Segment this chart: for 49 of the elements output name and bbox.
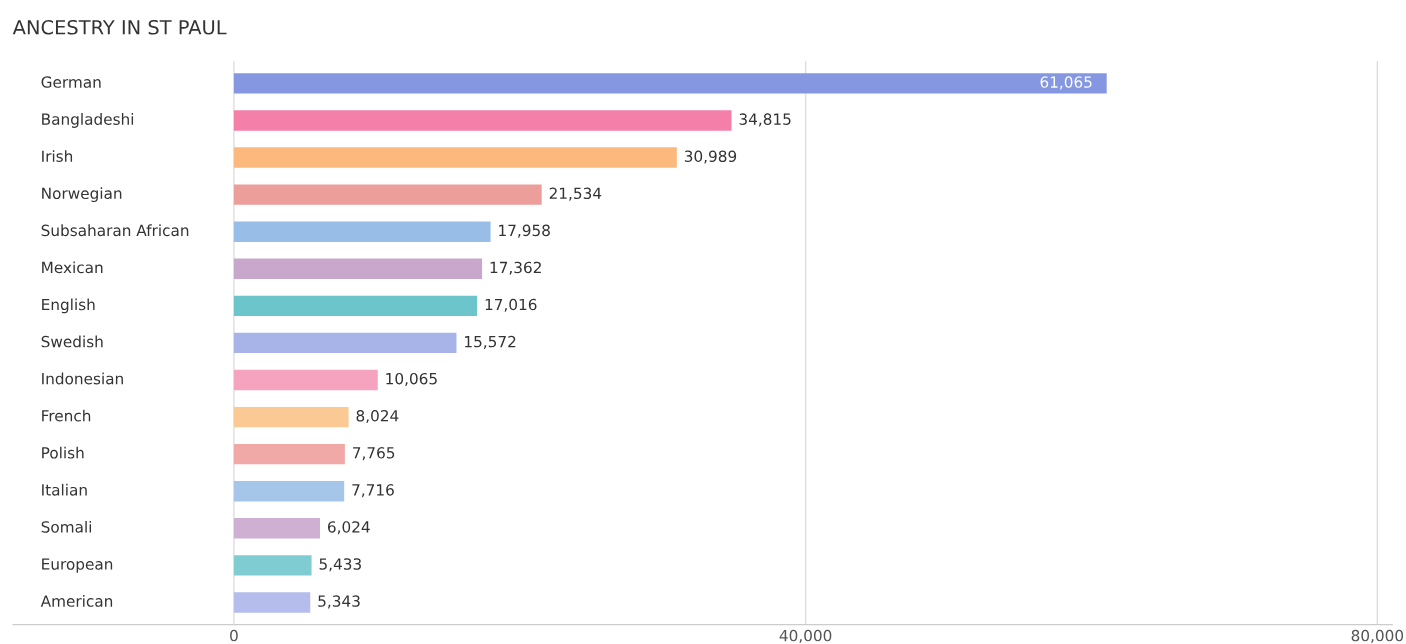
y-tick-label: American — [40, 595, 113, 607]
bar — [233, 258, 483, 279]
bar — [233, 332, 457, 354]
bar — [233, 184, 542, 205]
data-label: 34,815 — [739, 113, 791, 127]
bar — [233, 221, 491, 242]
data-label: 5,433 — [319, 558, 361, 572]
data-label: 17,362 — [490, 261, 541, 275]
data-label: 5,343 — [318, 595, 360, 609]
data-label: 10,065 — [386, 372, 437, 386]
y-tick-label: European — [42, 558, 113, 573]
data-label: 15,572 — [465, 335, 516, 349]
chart-title: ANCESTRY IN ST PAUL — [12, 19, 227, 35]
data-label: 17,016 — [485, 298, 537, 312]
y-tick-label: Swedish — [41, 335, 103, 348]
y-tick-label: Polish — [42, 446, 84, 459]
data-label: 21,534 — [549, 187, 602, 201]
bar — [233, 295, 478, 317]
x-tick-label: 80,000 — [1351, 629, 1404, 643]
y-tick-label: Mexican — [42, 261, 103, 274]
y-tick-label: Italian — [42, 483, 87, 496]
y-tick-label: French — [42, 409, 91, 422]
data-label: 61,065 — [1040, 76, 1092, 90]
y-tick-label: Irish — [42, 150, 73, 162]
y-tick-label: Norwegian — [42, 187, 122, 203]
bar — [233, 481, 345, 502]
bar — [233, 73, 1107, 94]
bar — [233, 443, 345, 465]
data-label: 6,024 — [327, 521, 370, 535]
data-label: 8,024 — [356, 409, 399, 424]
y-tick-label: Indonesian — [42, 372, 123, 385]
data-label: 7,716 — [352, 484, 394, 498]
y-tick-label: English — [42, 298, 95, 314]
bar — [233, 592, 311, 613]
bar — [233, 110, 732, 131]
data-label: 17,958 — [499, 224, 550, 238]
y-tick-label: Subsaharan African — [41, 224, 189, 237]
y-tick-label: Bangladeshi — [42, 113, 134, 128]
y-tick-label: Somali — [41, 520, 92, 533]
bar — [233, 555, 312, 576]
bar — [233, 147, 677, 168]
x-tick-label: 40,000 — [779, 629, 832, 643]
data-label: 7,765 — [353, 447, 395, 461]
data-label: 30,989 — [684, 150, 737, 164]
bar — [233, 518, 321, 539]
x-tick-label: 0 — [230, 629, 238, 642]
y-tick-label: German — [41, 76, 101, 88]
bar — [233, 406, 349, 428]
bar — [233, 369, 378, 391]
